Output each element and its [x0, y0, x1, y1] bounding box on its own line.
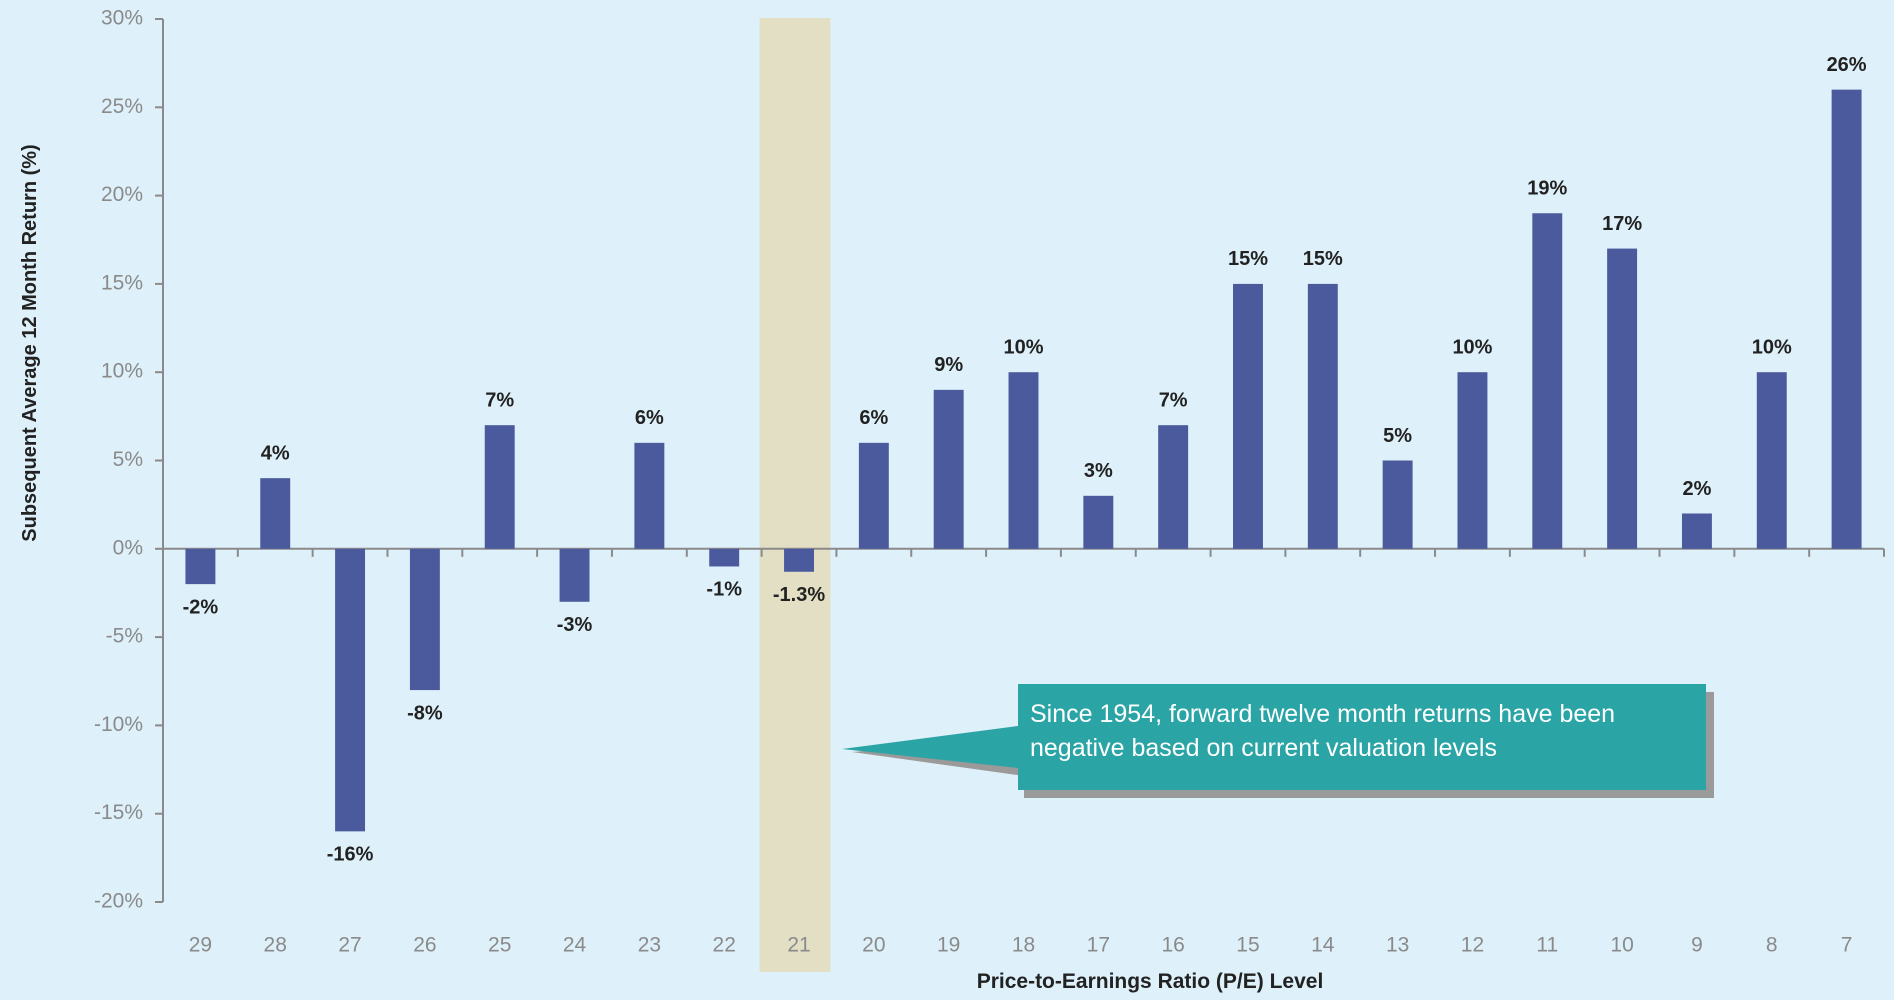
bar — [260, 478, 291, 549]
value-label: -1.3% — [773, 584, 825, 606]
x-tick-label: 29 — [189, 934, 212, 957]
x-tick-label: 26 — [413, 934, 436, 957]
value-label: 3% — [1084, 460, 1113, 482]
y-tick-label: 25% — [101, 95, 143, 118]
value-label: 4% — [261, 442, 290, 464]
bar — [1382, 460, 1413, 549]
x-tick-label: 24 — [563, 934, 587, 957]
x-tick-label: 14 — [1311, 934, 1335, 957]
value-label: -8% — [407, 702, 443, 724]
annotation-text: Since 1954, forward twelve month returns… — [1030, 700, 1616, 762]
bar — [1457, 372, 1488, 549]
bar — [559, 548, 590, 602]
bar — [335, 548, 366, 832]
value-label: 7% — [1159, 389, 1188, 411]
bar — [185, 548, 216, 585]
x-tick-label: 11 — [1536, 934, 1558, 957]
value-label: 7% — [485, 389, 514, 411]
y-axis-title: Subsequent Average 12 Month Return (%) — [19, 144, 41, 542]
value-label: 17% — [1602, 213, 1642, 235]
x-axis-title: Price-to-Earnings Ratio (P/E) Level — [976, 970, 1324, 993]
bar — [484, 425, 515, 549]
bar — [409, 548, 440, 691]
x-tick-label: 16 — [1161, 934, 1184, 957]
value-label: -1% — [706, 579, 742, 601]
x-tick-label: 23 — [638, 934, 661, 957]
bar — [933, 389, 964, 549]
value-label: 10% — [1003, 336, 1043, 358]
y-tick-label: -10% — [94, 713, 143, 736]
x-tick-label: 8 — [1766, 934, 1778, 957]
x-tick-label: 18 — [1012, 934, 1035, 957]
bar — [1158, 425, 1189, 549]
bar — [784, 548, 814, 572]
x-tick-label: 17 — [1087, 934, 1110, 957]
value-label: 2% — [1682, 478, 1711, 500]
y-tick-label: 5% — [113, 448, 143, 471]
bar — [1083, 495, 1114, 549]
bar — [1233, 283, 1263, 549]
x-tick-label: 20 — [862, 934, 885, 957]
callout — [842, 684, 1706, 790]
value-label: 10% — [1752, 336, 1792, 358]
bar — [1532, 213, 1563, 549]
value-label: 15% — [1228, 248, 1268, 270]
x-tick-label: 28 — [264, 934, 287, 957]
x-tick-label: 22 — [713, 934, 736, 957]
y-tick-label: 10% — [101, 360, 143, 383]
x-tick-label: 25 — [488, 934, 511, 957]
x-tick-label: 12 — [1461, 934, 1484, 957]
y-tick-label: 20% — [101, 183, 143, 206]
value-label: 15% — [1303, 248, 1343, 270]
x-tick-label: 9 — [1691, 934, 1703, 957]
x-tick-label: 27 — [338, 934, 361, 957]
value-label: -2% — [183, 596, 219, 618]
value-label: 6% — [859, 407, 888, 429]
bar — [1607, 248, 1638, 549]
y-tick-label: 15% — [101, 271, 143, 294]
bar — [1756, 372, 1787, 549]
x-tick-label: 21 — [787, 934, 810, 957]
bar — [1681, 513, 1712, 549]
y-tick-label: -15% — [94, 801, 143, 824]
bar — [1307, 283, 1338, 549]
y-tick-label: 30% — [101, 7, 143, 30]
bar — [1831, 89, 1862, 549]
x-tick-label: 19 — [937, 934, 960, 957]
value-label: -16% — [327, 844, 374, 866]
y-tick-label: -20% — [94, 890, 143, 913]
x-tick-label: 13 — [1386, 934, 1409, 957]
value-label: 10% — [1452, 336, 1492, 358]
value-label: 26% — [1827, 54, 1867, 76]
bar — [858, 442, 889, 549]
y-tick-label: 0% — [113, 536, 143, 559]
x-tick-label: 7 — [1841, 934, 1853, 957]
value-label: 6% — [635, 407, 664, 429]
bar — [634, 442, 665, 549]
bar — [709, 548, 740, 567]
bar — [1008, 372, 1039, 549]
highlight-band — [759, 18, 831, 972]
value-label: -3% — [557, 614, 593, 636]
x-tick-label: 10 — [1610, 934, 1633, 957]
value-label: 5% — [1383, 425, 1412, 447]
y-tick-label: -5% — [106, 625, 143, 648]
value-label: 9% — [934, 354, 963, 376]
x-tick-label: 15 — [1236, 934, 1259, 957]
value-label: 19% — [1527, 178, 1567, 200]
